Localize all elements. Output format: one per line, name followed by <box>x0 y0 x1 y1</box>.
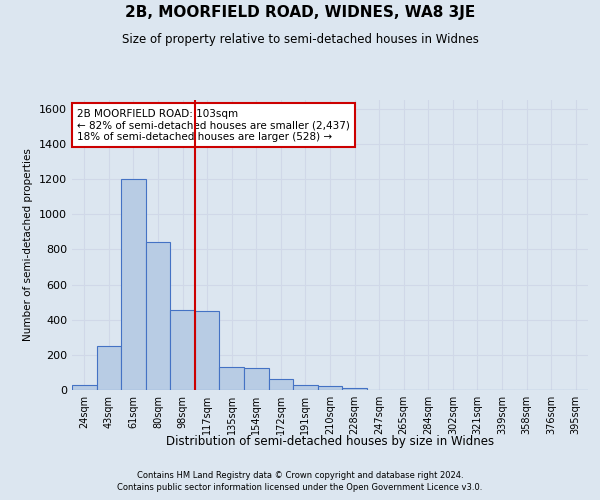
Text: 2B, MOORFIELD ROAD, WIDNES, WA8 3JE: 2B, MOORFIELD ROAD, WIDNES, WA8 3JE <box>125 5 475 20</box>
Bar <box>72 384 97 390</box>
Bar <box>170 310 195 390</box>
Bar <box>269 380 293 390</box>
Text: Contains HM Land Registry data © Crown copyright and database right 2024.: Contains HM Land Registry data © Crown c… <box>137 471 463 480</box>
Bar <box>342 388 367 390</box>
Bar <box>244 368 269 390</box>
Bar <box>293 384 318 390</box>
Bar <box>146 242 170 390</box>
Text: Distribution of semi-detached houses by size in Widnes: Distribution of semi-detached houses by … <box>166 435 494 448</box>
Text: Contains public sector information licensed under the Open Government Licence v3: Contains public sector information licen… <box>118 484 482 492</box>
Bar <box>121 179 146 390</box>
Bar <box>97 346 121 390</box>
Text: 2B MOORFIELD ROAD: 103sqm
← 82% of semi-detached houses are smaller (2,437)
18% : 2B MOORFIELD ROAD: 103sqm ← 82% of semi-… <box>77 108 350 142</box>
Bar <box>195 311 220 390</box>
Text: Size of property relative to semi-detached houses in Widnes: Size of property relative to semi-detach… <box>122 32 478 46</box>
Y-axis label: Number of semi-detached properties: Number of semi-detached properties <box>23 148 34 342</box>
Bar <box>318 386 342 390</box>
Bar <box>220 367 244 390</box>
